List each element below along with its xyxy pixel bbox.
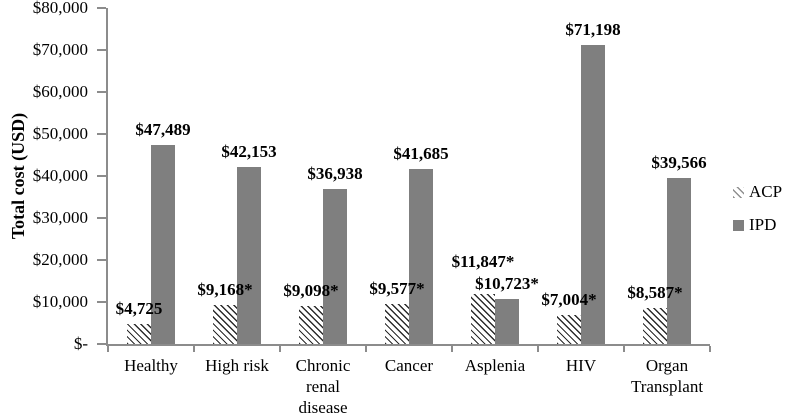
y-tick-label: $50,000	[32, 124, 88, 143]
x-category-label-chronic-renal-disease: Chronic renal disease	[295, 356, 351, 415]
bar-value-label-acp-chronic-renal-disease: $9,098*	[283, 280, 339, 300]
bar-ipd-asplenia	[495, 298, 519, 344]
y-tick-mark	[97, 175, 106, 177]
legend: ACP IPD	[733, 182, 782, 248]
y-tick-mark	[97, 217, 106, 219]
bar-acp-chronic-renal-disease	[299, 305, 323, 344]
bar-acp-asplenia	[471, 294, 495, 344]
bar-acp-cancer	[385, 303, 409, 344]
x-tick-mark	[623, 346, 625, 352]
bar-value-label-ipd-chronic-renal-disease: $36,938	[307, 163, 363, 183]
y-tick-mark	[97, 91, 106, 93]
x-category-label-organ-transplant: Organ Transplant	[630, 356, 704, 396]
bar-acp-healthy	[127, 324, 151, 344]
legend-label-acp: ACP	[749, 182, 783, 201]
legend-marker-acp-hatched-icon	[733, 186, 744, 198]
x-tick-mark	[451, 346, 453, 352]
x-tick-mark	[365, 346, 367, 352]
y-tick-label: $60,000	[32, 82, 88, 101]
bar-ipd-cancer	[409, 168, 433, 344]
x-tick-mark	[709, 346, 711, 352]
bar-value-label-ipd-asplenia: $10,723*	[475, 273, 539, 293]
bar-value-label-acp-healthy: $4,725	[115, 299, 163, 319]
y-tick-mark	[97, 133, 106, 135]
bar-ipd-high-risk	[237, 166, 261, 344]
x-axis-line	[106, 344, 710, 346]
legend-label-ipd: IPD	[749, 215, 777, 234]
y-tick-label: $30,000	[32, 208, 88, 227]
x-category-label-cancer: Cancer	[384, 356, 434, 375]
bar-value-label-ipd-hiv: $71,198	[565, 19, 621, 39]
x-tick-mark	[279, 346, 281, 352]
y-tick-label: $40,000	[32, 166, 88, 185]
bar-value-label-acp-asplenia: $11,847*	[451, 252, 515, 272]
bar-value-label-ipd-high-risk: $42,153	[221, 141, 277, 161]
bar-acp-high-risk	[213, 305, 237, 344]
legend-marker-ipd-solid-icon	[733, 219, 744, 231]
bar-value-label-acp-hiv: $7,004*	[541, 289, 597, 309]
y-tick-mark	[97, 301, 106, 303]
bar-value-label-acp-cancer: $9,577*	[369, 278, 425, 298]
legend-item-acp: ACP	[733, 182, 782, 202]
bar-ipd-organ-transplant	[667, 177, 691, 344]
y-tick-label: $10,000	[32, 292, 88, 311]
bar-ipd-healthy	[151, 144, 175, 344]
x-category-label-healthy: Healthy	[124, 356, 178, 375]
bar-value-label-acp-high-risk: $9,168*	[197, 280, 253, 300]
y-axis-line	[106, 8, 108, 346]
bar-acp-hiv	[557, 314, 581, 344]
y-tick-label: $70,000	[32, 40, 88, 59]
y-tick-label: $-	[73, 334, 88, 353]
bar-value-label-ipd-cancer: $41,685	[393, 143, 449, 163]
x-category-label-hiv: HIV	[565, 356, 597, 375]
x-tick-mark	[107, 346, 109, 352]
y-tick-mark	[97, 259, 106, 261]
y-tick-label: $80,000	[32, 0, 88, 17]
y-tick-mark	[97, 343, 106, 345]
bar-ipd-hiv	[581, 44, 605, 344]
bar-value-label-ipd-healthy: $47,489	[135, 119, 191, 139]
bar-value-label-ipd-organ-transplant: $39,566	[651, 152, 707, 172]
bar-ipd-chronic-renal-disease	[323, 188, 347, 344]
x-category-label-high-risk: High risk	[205, 356, 269, 375]
x-tick-mark	[193, 346, 195, 352]
bar-acp-organ-transplant	[643, 307, 667, 344]
x-tick-mark	[537, 346, 539, 352]
bar-value-label-acp-organ-transplant: $8,587*	[627, 282, 683, 302]
x-category-label-asplenia: Asplenia	[464, 356, 526, 375]
y-tick-label: $20,000	[32, 250, 88, 269]
y-tick-mark	[97, 49, 106, 51]
y-tick-mark	[97, 7, 106, 9]
legend-item-ipd: IPD	[733, 215, 782, 235]
